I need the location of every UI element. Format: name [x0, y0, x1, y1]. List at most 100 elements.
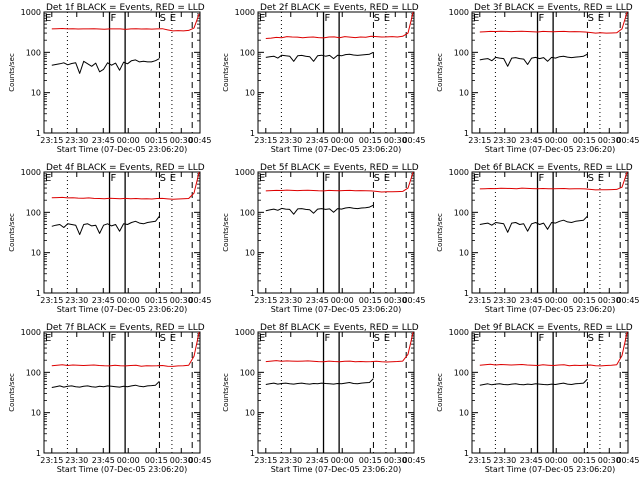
x-tick-label: 00:15	[359, 456, 382, 465]
flag-label: E	[45, 13, 51, 24]
plot-frame	[471, 171, 629, 294]
x-tick-label: 00:45	[616, 456, 639, 465]
x-tick-label: 23:45	[520, 456, 543, 465]
flag-label: E	[45, 333, 51, 344]
x-axis-label: Start Time (07-Dec-05 23:06:20)	[57, 465, 188, 474]
plot-frame	[43, 171, 201, 294]
flag-label: F	[325, 13, 331, 24]
x-tick-label: 00:30	[170, 136, 193, 145]
x-tick-label: 00:15	[573, 296, 596, 305]
y-tick-label: 1	[250, 289, 255, 298]
x-tick-label: 23:45	[92, 456, 115, 465]
y-tick-label: 10	[245, 409, 255, 418]
flag-label: S	[588, 13, 594, 24]
x-tick-label: 00:00	[117, 456, 140, 465]
x-tick-label: 00:15	[573, 136, 596, 145]
y-tick-label: 1000	[235, 328, 255, 337]
flag-label: F	[111, 13, 117, 24]
flag-label: E	[259, 173, 265, 184]
x-tick-label: 00:00	[545, 296, 568, 305]
x-tick-label: 23:45	[520, 296, 543, 305]
x-tick-label: 23:30	[279, 296, 302, 305]
y-tick-label: 1000	[449, 168, 469, 177]
y-tick-label: 10	[459, 89, 469, 98]
x-axis-label: Start Time (07-Dec-05 23:06:20)	[271, 145, 402, 154]
y-tick-label: 10	[459, 249, 469, 258]
flag-label: F	[111, 173, 117, 184]
panel-det-4: Det 4f BLACK = Events, RED = LLD 1 10 100 10…	[8, 163, 212, 314]
panel-title: Det 1f BLACK = Events, RED = LLD	[46, 3, 205, 13]
x-tick-label: 23:45	[306, 136, 329, 145]
y-axis-label: Counts/sec	[436, 213, 444, 252]
y-tick-label: 1	[250, 129, 255, 138]
y-tick-label: 1000	[21, 8, 41, 17]
y-axis-label: Counts/sec	[222, 213, 230, 252]
y-tick-label: 1	[464, 449, 469, 458]
y-tick-label: 1	[36, 449, 41, 458]
events-series-line	[51, 58, 160, 74]
y-tick-label: 1	[250, 449, 255, 458]
x-tick-label: 00:00	[331, 136, 354, 145]
x-axis-label: Start Time (07-Dec-05 23:06:20)	[57, 305, 188, 314]
flag-label: E	[259, 333, 265, 344]
events-series-line	[265, 378, 374, 385]
lld-series-line	[51, 171, 200, 200]
y-tick-label: 1000	[235, 8, 255, 17]
flag-label: E	[384, 173, 390, 184]
x-axis-label: Start Time (07-Dec-05 23:06:20)	[485, 305, 616, 314]
y-tick-label: 10	[31, 249, 41, 258]
x-axis-label: Start Time (07-Dec-05 23:06:20)	[485, 145, 616, 154]
y-axis-label: Counts/sec	[222, 373, 230, 412]
panel-title: Det 4f BLACK = Events, RED = LLD	[46, 163, 205, 173]
panel-det-9: Det 9f BLACK = Events, RED = LLD 1 10 100 10…	[436, 323, 640, 474]
x-tick-label: 00:30	[598, 296, 621, 305]
y-tick-label: 10	[459, 409, 469, 418]
x-tick-label: 00:45	[616, 296, 639, 305]
events-series-line	[265, 51, 374, 62]
x-tick-label: 23:15	[40, 456, 63, 465]
flag-label: F	[325, 333, 331, 344]
plot-frame	[257, 171, 415, 294]
x-tick-label: 23:30	[65, 296, 88, 305]
panel-title: Det 7f BLACK = Events, RED = LLD	[46, 323, 205, 333]
panel-det-5: Det 5f BLACK = Events, RED = LLD 1 10 100 10…	[222, 163, 426, 314]
lld-series-line	[479, 171, 628, 191]
x-axis-label: Start Time (07-Dec-05 23:06:20)	[57, 145, 188, 154]
x-tick-label: 00:45	[402, 296, 425, 305]
events-series-line	[479, 378, 588, 386]
panel-det-1: Det 1f BLACK = Events, RED = LLD 1 10 100 10…	[8, 3, 212, 154]
flag-label: E	[384, 13, 390, 24]
x-tick-label: 00:00	[331, 456, 354, 465]
flag-label: S	[160, 13, 166, 24]
x-axis-label: Start Time (07-Dec-05 23:06:20)	[271, 465, 402, 474]
plot-frame	[471, 11, 629, 134]
lld-series-line	[479, 331, 628, 367]
lld-series-line	[265, 171, 414, 193]
x-tick-label: 23:45	[92, 136, 115, 145]
plot-frame	[471, 331, 629, 454]
x-tick-label: 23:45	[306, 296, 329, 305]
x-tick-label: 00:15	[145, 456, 168, 465]
x-tick-label: 00:30	[384, 136, 407, 145]
flag-label: F	[325, 173, 331, 184]
y-tick-label: 100	[454, 208, 469, 217]
flag-label: F	[111, 333, 117, 344]
x-tick-label: 00:45	[402, 456, 425, 465]
y-axis-label: Counts/sec	[222, 53, 230, 92]
flag-label: E	[473, 173, 479, 184]
flag-label: E	[473, 13, 479, 24]
x-tick-label: 00:30	[384, 296, 407, 305]
panel-title: Det 5f BLACK = Events, RED = LLD	[260, 163, 419, 173]
lld-series-line	[51, 331, 200, 367]
y-tick-label: 100	[26, 368, 41, 377]
panel-det-6: Det 6f BLACK = Events, RED = LLD 1 10 100 10…	[436, 163, 640, 314]
flag-label: S	[374, 333, 380, 344]
y-tick-label: 10	[245, 89, 255, 98]
x-tick-label: 23:15	[468, 456, 491, 465]
y-axis-label: Counts/sec	[8, 53, 16, 92]
x-tick-label: 00:15	[145, 296, 168, 305]
x-tick-label: 00:30	[170, 456, 193, 465]
flag-label: E	[45, 173, 51, 184]
x-tick-label: 00:15	[145, 136, 168, 145]
x-tick-label: 00:30	[170, 296, 193, 305]
